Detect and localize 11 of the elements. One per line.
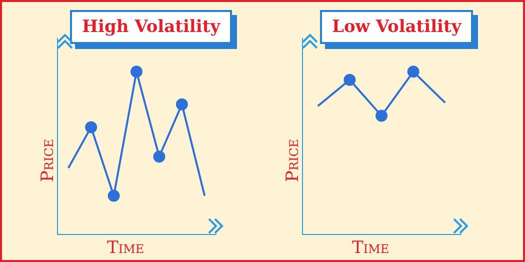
x-axis-title: Time [352, 238, 390, 258]
point [130, 66, 142, 78]
point [153, 150, 166, 163]
point [85, 121, 98, 134]
chart-title: Low Volatility [320, 10, 474, 44]
y-axis-title: Price [38, 138, 58, 182]
y-axis-title: Price [283, 138, 303, 182]
chart-title: High Volatility [70, 10, 232, 44]
point [108, 190, 120, 202]
point [176, 98, 188, 110]
x-axis-title: Time [107, 238, 144, 258]
